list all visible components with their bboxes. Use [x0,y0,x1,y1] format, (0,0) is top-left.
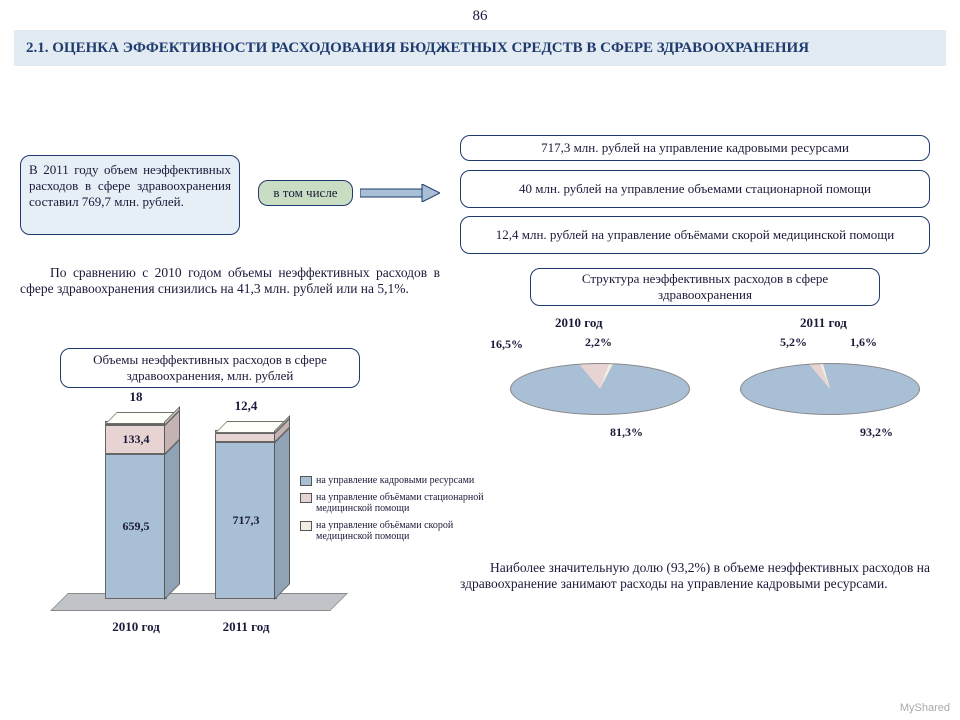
pie-pct: 1,6% [850,335,877,350]
breakdown-item-1: 717,3 млн. рублей на управление кадровым… [460,135,930,161]
legend-label: на управление объёмами скорой медицинско… [316,520,500,542]
bar-x-label: 2011 год [206,619,286,635]
pie-pct: 2,2% [585,335,612,350]
pie-pct: 16,5% [490,337,523,352]
bar-top-label: 18 [105,389,167,405]
pie-charts: 2010 год 2011 год 16,5% 2,2% 81,3% 5,2% … [490,315,940,495]
pie-title-left: 2010 год [555,315,603,331]
volumes-chart-title: Объемы неэффективных расходов в сфере зд… [60,348,360,388]
pie-2010 [510,363,690,415]
bar-segment: 659,5 [105,454,167,599]
intro-box: В 2011 году объем неэффективных расходов… [20,155,240,235]
page-number: 86 [0,8,960,25]
legend-swatch [300,476,312,486]
pie-pct: 5,2% [780,335,807,350]
pie-title-right: 2011 год [800,315,847,331]
legend-item: на управление объёмами скорой медицинско… [300,520,500,542]
breakdown-item-3: 12,4 млн. рублей на управление объёмами … [460,216,930,254]
section-title: 2.1. ОЦЕНКА ЭФФЕКТИВНОСТИ РАСХОДОВАНИЯ Б… [14,30,946,66]
pie-2011 [740,363,920,415]
legend-swatch [300,521,312,531]
chart-legend: на управление кадровыми ресурсами на упр… [300,475,500,548]
legend-item: на управление кадровыми ресурсами [300,475,500,486]
legend-label: на управление объёмами стационарной меди… [316,492,500,514]
legend-swatch [300,493,312,503]
pie-pct: 81,3% [610,425,643,440]
bar-segment: 133,4 [105,425,167,454]
bar-top-label: 12,4 [215,398,277,414]
bar-x-label: 2010 год [96,619,176,635]
pie-pct: 93,2% [860,425,893,440]
bar-segment [215,433,277,442]
comparison-paragraph: По сравнению с 2010 годом объемы неэффек… [20,265,440,297]
arrow-icon [360,184,440,202]
connector-label: в том числе [258,180,353,206]
legend-item: на управление объёмами стационарной меди… [300,492,500,514]
structure-chart-title: Структура неэффективных расходов в сфере… [530,268,880,306]
conclusion-paragraph: Наиболее значительную долю (93,2%) в объ… [460,560,930,592]
breakdown-item-2: 40 млн. рублей на управление объемами ст… [460,170,930,208]
watermark: MyShared [900,702,950,714]
legend-label: на управление кадровыми ресурсами [316,475,474,486]
bar-segment: 717,3 [215,442,277,599]
